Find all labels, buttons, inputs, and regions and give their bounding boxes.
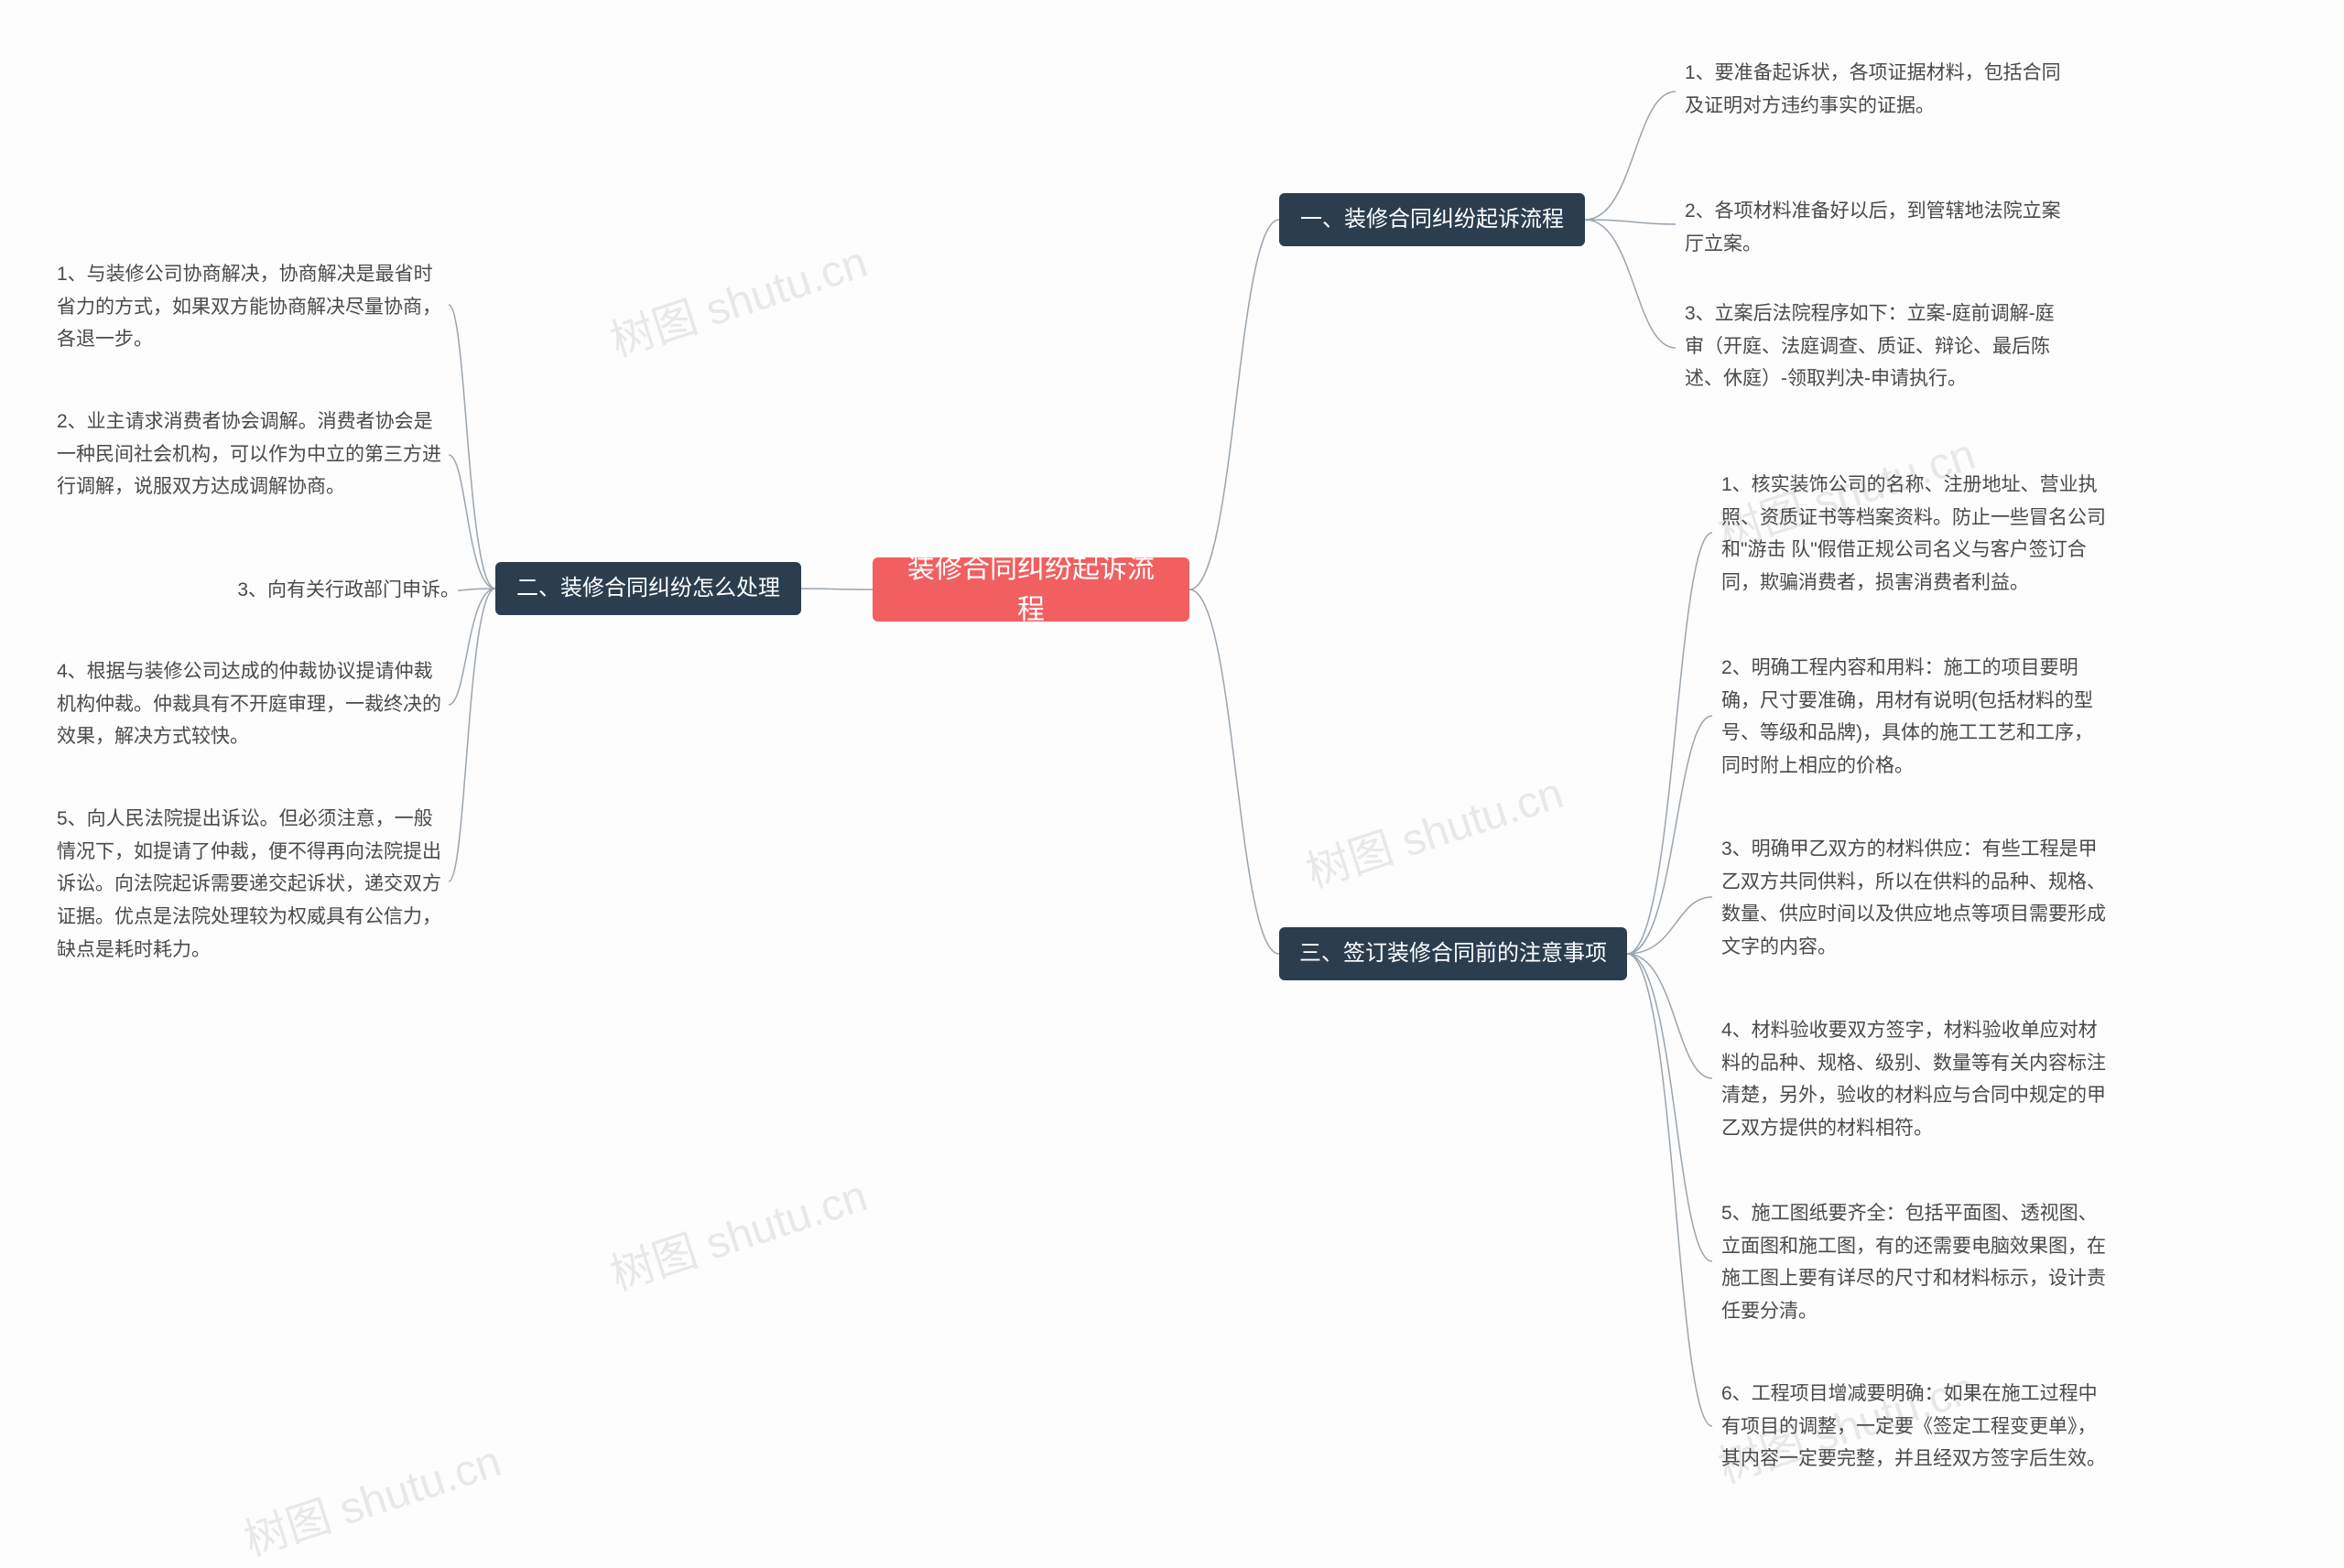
leaf-node-3-1[interactable]: 1、核实装饰公司的名称、注册地址、营业执照、资质证书等档案资料。防止一些冒名公司… — [1721, 469, 2106, 600]
leaf-node-2-4[interactable]: 4、根据与装修公司达成的仲裁协议提请仲裁机构仲裁。仲裁具有不开庭审理，一裁终决的… — [57, 655, 441, 753]
leaf-node-2-1[interactable]: 1、与装修公司协商解决，协商解决是最省时省力的方式，如果双方能协商解决尽量协商，… — [57, 258, 441, 356]
branch-2-label: 二、装修合同纠纷怎么处理 — [516, 572, 780, 605]
branch-node-1[interactable]: 一、装修合同纠纷起诉流程 — [1279, 193, 1585, 246]
leaf-3-4-text: 4、材料验收要双方签字，材料验收单应对材料的品种、规格、级别、数量等有关内容标注… — [1721, 1020, 2106, 1139]
leaf-node-3-5[interactable]: 5、施工图纸要齐全：包括平面图、透视图、立面图和施工图，有的还需要电脑效果图，在… — [1721, 1197, 2106, 1328]
leaf-2-3-text: 3、向有关行政部门申诉。 — [237, 579, 460, 600]
leaf-node-2-2[interactable]: 2、业主请求消费者协会调解。消费者协会是一种民间社会机构，可以作为中立的第三方进… — [57, 406, 441, 503]
leaf-node-3-4[interactable]: 4、材料验收要双方签字，材料验收单应对材料的品种、规格、级别、数量等有关内容标注… — [1721, 1014, 2106, 1145]
leaf-3-2-text: 2、明确工程内容和用料：施工的项目要明确，尺寸要准确，用材有说明(包括材料的型号… — [1721, 657, 2093, 776]
branch-1-label: 一、装修合同纠纷起诉流程 — [1300, 203, 1564, 236]
leaf-3-1-text: 1、核实装饰公司的名称、注册地址、营业执照、资质证书等档案资料。防止一些冒名公司… — [1721, 474, 2106, 593]
leaf-3-3-text: 3、明确甲乙双方的材料供应：有些工程是甲乙双方共同供料，所以在供料的品种、规格、… — [1721, 838, 2106, 957]
watermark: 树图 shutu.cn — [234, 1425, 507, 1568]
leaf-node-2-5[interactable]: 5、向人民法院提出诉讼。但必须注意，一般情况下，如提请了仲裁，便不得再向法院提出… — [57, 803, 441, 966]
branch-3-label: 三、签订装修合同前的注意事项 — [1299, 937, 1607, 970]
leaf-2-1-text: 1、与装修公司协商解决，协商解决是最省时省力的方式，如果双方能协商解决尽量协商，… — [57, 264, 441, 350]
mindmap-container: 树图 shutu.cn 树图 shutu.cn 树图 shutu.cn 树图 s… — [0, 0, 2344, 1522]
leaf-2-2-text: 2、业主请求消费者协会调解。消费者协会是一种民间社会机构，可以作为中立的第三方进… — [57, 411, 441, 497]
leaf-node-1-1[interactable]: 1、要准备起诉状，各项证据材料，包括合同及证明对方违约事实的证据。 — [1685, 57, 2069, 122]
leaf-node-3-6[interactable]: 6、工程项目增减要明确：如果在施工过程中有项目的调整，一定要《签定工程变更单》，… — [1721, 1378, 2106, 1476]
leaf-node-3-2[interactable]: 2、明确工程内容和用料：施工的项目要明确，尺寸要准确，用材有说明(包括材料的型号… — [1721, 652, 2106, 783]
branch-node-2[interactable]: 二、装修合同纠纷怎么处理 — [495, 562, 801, 615]
watermark: 树图 shutu.cn — [1297, 757, 1569, 900]
leaf-node-1-3[interactable]: 3、立案后法院程序如下：立案-庭前调解-庭审（开庭、法庭调查、质证、辩论、最后陈… — [1685, 297, 2069, 395]
leaf-node-3-3[interactable]: 3、明确甲乙双方的材料供应：有些工程是甲乙双方共同供料，所以在供料的品种、规格、… — [1721, 833, 2106, 964]
root-node[interactable]: 装修合同纠纷起诉流程 — [873, 557, 1189, 622]
leaf-2-4-text: 4、根据与装修公司达成的仲裁协议提请仲裁机构仲裁。仲裁具有不开庭审理，一裁终决的… — [57, 661, 441, 747]
root-label: 装修合同纠纷起诉流程 — [898, 548, 1164, 631]
leaf-1-2-text: 2、各项材料准备好以后，到管辖地法院立案厅立案。 — [1685, 200, 2061, 254]
leaf-2-5-text: 5、向人民法院提出诉讼。但必须注意，一般情况下，如提请了仲裁，便不得再向法院提出… — [57, 808, 441, 960]
leaf-node-1-2[interactable]: 2、各项材料准备好以后，到管辖地法院立案厅立案。 — [1685, 195, 2069, 260]
leaf-1-3-text: 3、立案后法院程序如下：立案-庭前调解-庭审（开庭、法庭调查、质证、辩论、最后陈… — [1685, 303, 2055, 389]
leaf-node-2-3[interactable]: 3、向有关行政部门申诉。 — [222, 574, 460, 607]
leaf-3-5-text: 5、施工图纸要齐全：包括平面图、透视图、立面图和施工图，有的还需要电脑效果图，在… — [1721, 1203, 2106, 1322]
watermark: 树图 shutu.cn — [601, 1160, 874, 1303]
watermark: 树图 shutu.cn — [601, 226, 874, 369]
leaf-1-1-text: 1、要准备起诉状，各项证据材料，包括合同及证明对方违约事实的证据。 — [1685, 62, 2061, 116]
leaf-3-6-text: 6、工程项目增减要明确：如果在施工过程中有项目的调整，一定要《签定工程变更单》，… — [1721, 1383, 2106, 1469]
branch-node-3[interactable]: 三、签订装修合同前的注意事项 — [1279, 927, 1627, 980]
